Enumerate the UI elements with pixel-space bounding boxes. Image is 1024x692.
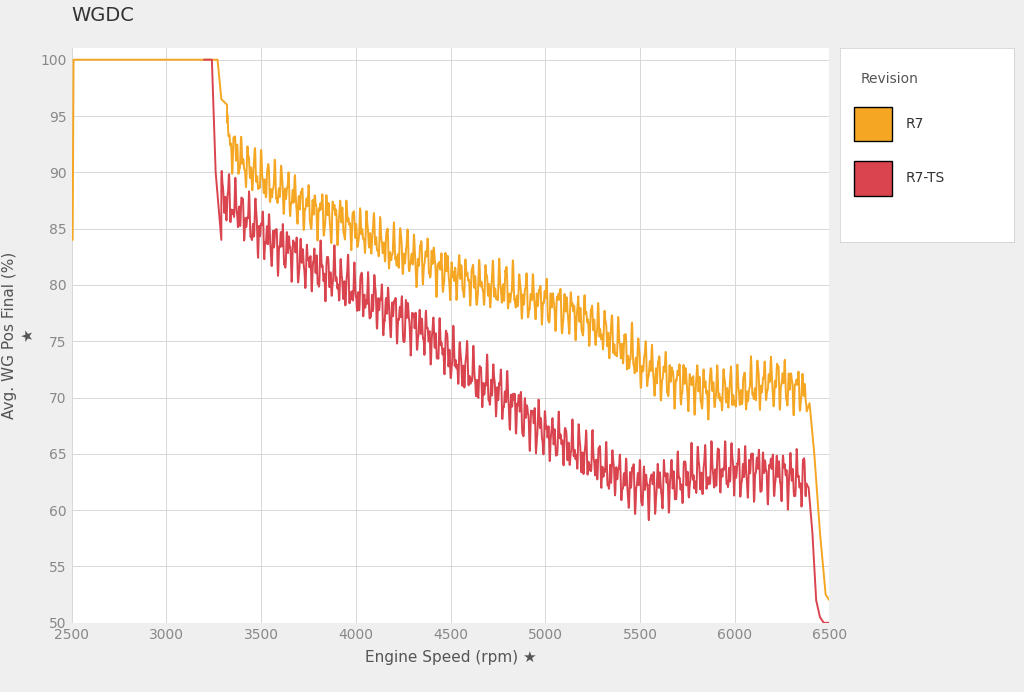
- Text: R7-TS: R7-TS: [906, 171, 945, 185]
- FancyBboxPatch shape: [854, 161, 892, 196]
- Text: WGDC: WGDC: [72, 6, 134, 26]
- Text: R7: R7: [906, 117, 925, 131]
- FancyBboxPatch shape: [854, 107, 892, 141]
- X-axis label: Engine Speed (rpm) ★: Engine Speed (rpm) ★: [365, 650, 537, 665]
- Text: Revision: Revision: [860, 72, 919, 86]
- Y-axis label: Avg. WG Pos Final (%)
★: Avg. WG Pos Final (%) ★: [2, 252, 35, 419]
